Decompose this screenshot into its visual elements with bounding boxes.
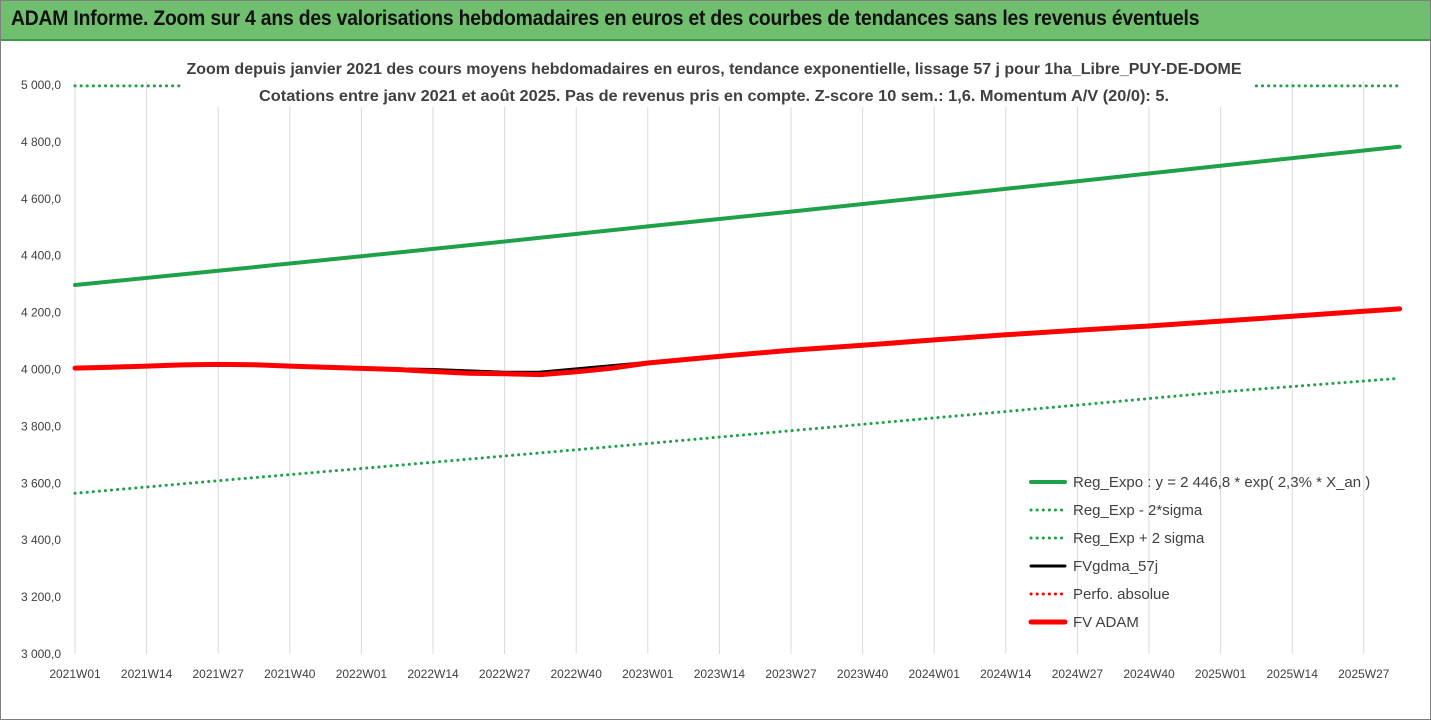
x-tick-label: 2024W01 bbox=[909, 667, 961, 681]
x-tick-label: 2023W40 bbox=[837, 667, 889, 681]
legend-label-4: Perfo. absolue bbox=[1073, 586, 1170, 603]
legend-label-5: FV ADAM bbox=[1073, 614, 1139, 631]
legend-label-0: Reg_Expo : y = 2 446,8 * exp( 2,3% * X_a… bbox=[1073, 474, 1370, 491]
legend-label-2: Reg_Exp + 2 sigma bbox=[1073, 530, 1205, 547]
y-tick-label: 4 400,0 bbox=[21, 249, 61, 263]
subtitle-background bbox=[181, 55, 1247, 107]
series-layer bbox=[72, 84, 1403, 495]
legend: Reg_Expo : y = 2 446,8 * exp( 2,3% * X_a… bbox=[1028, 474, 1370, 631]
series-line-0 bbox=[73, 144, 1402, 287]
y-axis: 3 000,0 3 200,0 3 400,0 3 600,0 3 800,0 4 000… bbox=[21, 78, 61, 661]
x-tick-label: 2025W14 bbox=[1267, 667, 1319, 681]
x-tick-label: 2024W27 bbox=[1052, 667, 1104, 681]
x-tick-label: 2022W27 bbox=[479, 667, 531, 681]
series-line-3 bbox=[73, 307, 1402, 374]
x-tick-label: 2022W01 bbox=[336, 667, 388, 681]
x-tick-label: 2022W14 bbox=[407, 667, 459, 681]
report-banner: ADAM Informe. Zoom sur 4 ans des valoris… bbox=[1, 1, 1430, 41]
x-tick-label: 2023W01 bbox=[622, 667, 674, 681]
x-tick-label: 2021W27 bbox=[193, 667, 245, 681]
y-tick-label: 3 200,0 bbox=[21, 590, 61, 604]
y-tick-label: 3 600,0 bbox=[21, 476, 61, 490]
x-axis: 2021W01 2021W14 2021W27 2021W40 2022W01 2022W… bbox=[49, 667, 1389, 681]
chart-subtitle-line-2: Cotations entre janv 2021 et août 2025. … bbox=[259, 88, 1169, 105]
x-tick-label: 2021W40 bbox=[264, 667, 316, 681]
y-tick-label: 3 000,0 bbox=[21, 647, 61, 661]
x-tick-label: 2025W01 bbox=[1195, 667, 1247, 681]
x-tick-label: 2021W14 bbox=[121, 667, 173, 681]
y-tick-label: 4 600,0 bbox=[21, 192, 61, 206]
legend-label-1: Reg_Exp - 2*sigma bbox=[1073, 502, 1203, 519]
x-tick-label: 2023W14 bbox=[694, 667, 746, 681]
x-tick-label: 2022W40 bbox=[551, 667, 603, 681]
x-tick-label: 2024W14 bbox=[980, 667, 1032, 681]
chart-subtitle-line-1: Zoom depuis janvier 2021 des cours moyen… bbox=[187, 61, 1242, 78]
x-tick-label: 2024W40 bbox=[1123, 667, 1175, 681]
legend-label-3: FVgdma_57j bbox=[1073, 558, 1158, 575]
y-tick-label: 3 400,0 bbox=[21, 533, 61, 547]
series-line-1 bbox=[73, 376, 1402, 495]
y-tick-label: 3 800,0 bbox=[21, 419, 61, 433]
report-title: ADAM Informe. Zoom sur 4 ans des valoris… bbox=[11, 7, 1200, 30]
y-tick-label: 5 000,0 bbox=[21, 78, 61, 92]
x-tick-label: 2025W27 bbox=[1338, 667, 1390, 681]
x-tick-label: 2023W27 bbox=[765, 667, 817, 681]
y-tick-label: 4 800,0 bbox=[21, 135, 61, 149]
y-tick-label: 4 000,0 bbox=[21, 363, 61, 377]
x-tick-label: 2021W01 bbox=[49, 667, 101, 681]
series-line-5 bbox=[72, 306, 1403, 378]
y-tick-label: 4 200,0 bbox=[21, 306, 61, 320]
